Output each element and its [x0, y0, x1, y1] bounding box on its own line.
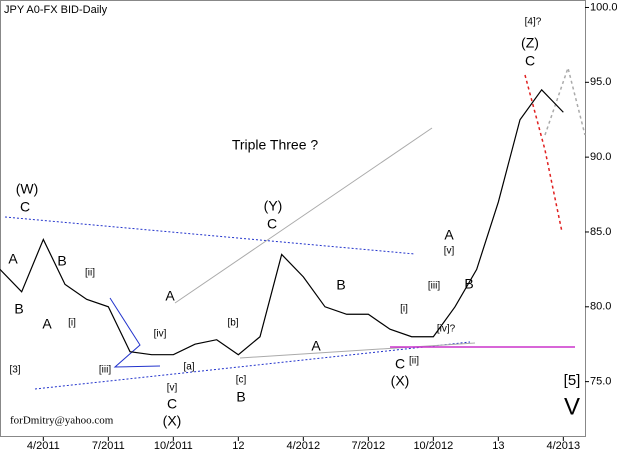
wave-label: B [336, 277, 345, 293]
wave-label: C [267, 216, 277, 232]
triangle-line [109, 297, 161, 368]
x-tick-label: 10/2011 [154, 440, 193, 451]
wave-label: [4]? [525, 17, 542, 28]
trend-line [4, 216, 416, 255]
price-line [0, 88, 564, 356]
y-tick-label: 100.0 [590, 1, 618, 13]
wave-label: (X) [163, 413, 182, 429]
wave-label: (X) [391, 373, 410, 389]
wave-label: C [525, 53, 535, 69]
x-tick-label: 4/2013 [547, 440, 581, 451]
x-tick-label: 12 [232, 440, 244, 451]
wave-label: [iv] [154, 329, 167, 340]
projection [544, 65, 586, 136]
wave-label: [i] [400, 304, 408, 315]
wave-label: A [311, 338, 321, 354]
wave-label: [3] [9, 365, 20, 376]
projection [524, 74, 563, 233]
x-tick-label: 4/2011 [27, 440, 60, 451]
wave-label: B [57, 253, 66, 269]
wave-label: C [167, 396, 177, 412]
x-tick-label: 7/2012 [352, 440, 386, 451]
footer: forDmitry@yahoo.com [10, 415, 114, 427]
y-tick-label: 90.0 [590, 151, 611, 163]
wave-label: A [444, 227, 454, 243]
x-tick-label: 13 [492, 440, 504, 451]
x-tick-label: 10/2012 [413, 440, 453, 451]
wave-label: [c] [236, 375, 247, 386]
wave-label: [iv]? [437, 324, 456, 335]
wave-label: (Z) [521, 35, 539, 51]
y-tick-label: 75.0 [590, 376, 611, 388]
wave-label: A [165, 288, 175, 304]
y-tick-label: 80.0 [590, 301, 611, 313]
wave-label: B [464, 276, 473, 292]
wave-label: [iii] [428, 281, 440, 292]
trend-line [34, 341, 471, 390]
wave-label: Triple Three ? [232, 137, 319, 153]
trend-line [174, 127, 433, 304]
wave-label: (W) [16, 181, 39, 197]
wave-label: [a] [183, 362, 194, 373]
y-tick-label: 95.0 [590, 76, 611, 88]
wave-label: [v] [444, 246, 455, 257]
trend-line [239, 342, 476, 359]
plot-frame [0, 0, 586, 437]
wave-label: C [395, 356, 405, 372]
wave-label: (Y) [264, 198, 283, 214]
wave-label: B [14, 301, 23, 317]
wave-label: V [564, 393, 580, 420]
wave-label: C [20, 199, 30, 215]
wave-label: [v] [167, 383, 178, 394]
wave-label: A [8, 251, 18, 267]
wave-label: [i] [68, 318, 76, 329]
wave-label: [5] [564, 372, 581, 389]
x-tick-label: 4/2012 [287, 440, 321, 451]
x-tick-label: 7/2011 [92, 440, 125, 451]
wave-label: [iii] [99, 365, 111, 376]
chart-title: JPY A0-FX BID-Daily [4, 4, 108, 16]
wave-label: [b] [227, 318, 238, 329]
y-tick-label: 85.0 [590, 226, 611, 238]
wave-label: A [42, 316, 52, 332]
wave-label: [ii] [85, 268, 95, 279]
wave-label: [ii] [409, 356, 419, 367]
wave-label: B [236, 389, 245, 405]
